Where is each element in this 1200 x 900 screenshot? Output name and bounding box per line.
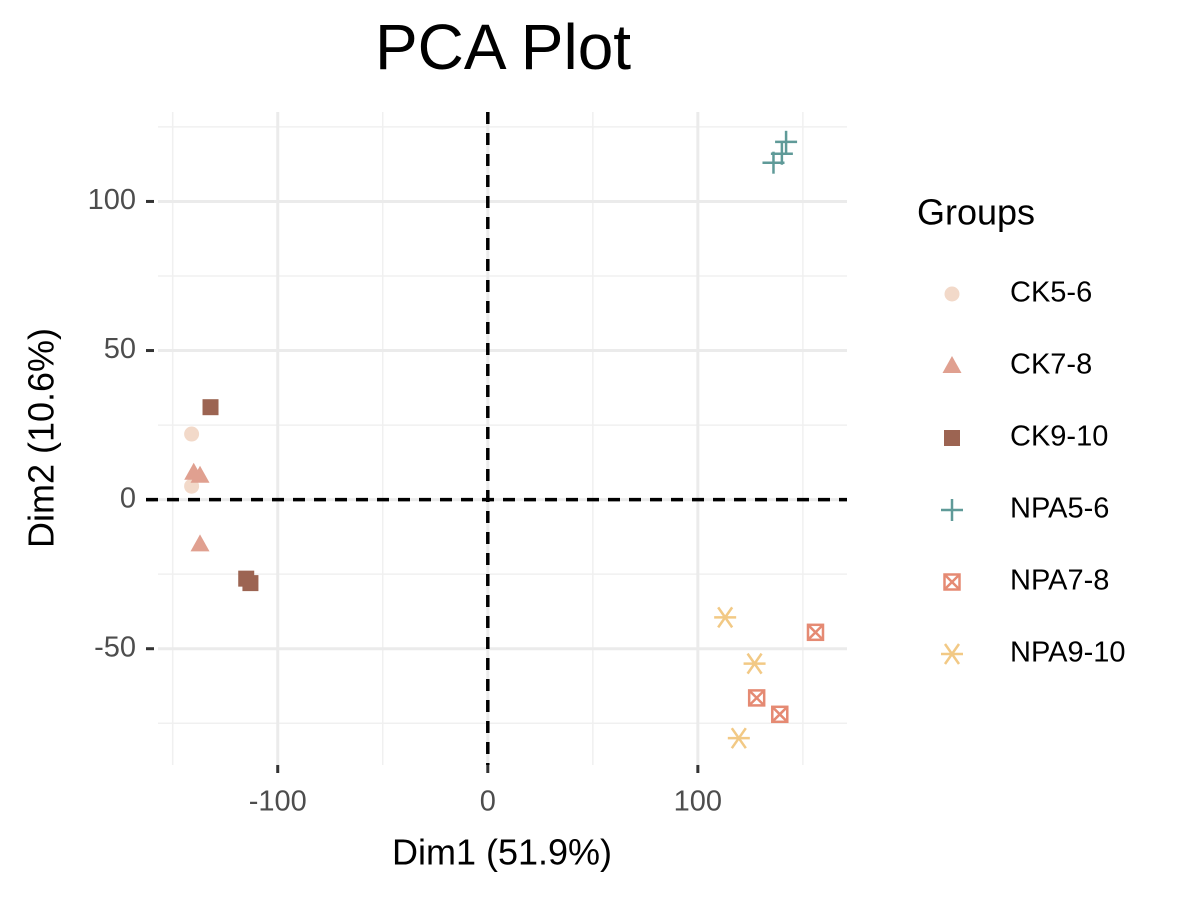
point-part	[942, 356, 962, 373]
point-part	[717, 606, 734, 629]
point	[190, 534, 210, 552]
legend-symbol	[943, 573, 961, 591]
point	[775, 130, 798, 153]
series	[184, 426, 200, 494]
legend-label: NPA9-10	[1010, 637, 1126, 669]
legend-label: NPA7-8	[1010, 565, 1109, 597]
point-part	[806, 623, 825, 642]
point	[771, 705, 789, 724]
series	[762, 130, 798, 174]
point-part	[184, 426, 200, 442]
point	[762, 151, 785, 174]
x-tick-label: 0	[480, 786, 496, 818]
legend-symbol	[942, 356, 962, 373]
x-tick-label: -100	[249, 786, 307, 818]
series	[202, 399, 259, 592]
y-tick-label: 0	[120, 482, 136, 514]
legend-label: CK5-6	[1010, 277, 1092, 309]
point	[242, 575, 259, 592]
point-part	[771, 705, 789, 723]
point	[743, 652, 766, 675]
point	[747, 689, 766, 707]
legend-symbol	[941, 499, 963, 521]
y-tick-label: 100	[88, 184, 136, 216]
point	[184, 426, 200, 442]
grid	[158, 112, 847, 765]
point-part	[202, 399, 219, 416]
y-tick-label: -50	[94, 631, 136, 663]
point-part	[943, 643, 961, 665]
legend-symbol	[941, 643, 963, 665]
legend-label: CK9-10	[1010, 421, 1108, 453]
legend-title: Groups	[917, 192, 1035, 233]
legend-symbol	[944, 430, 960, 446]
y-tick-label: 50	[104, 333, 136, 365]
series	[184, 462, 210, 552]
point-part	[190, 465, 210, 483]
point-part	[190, 534, 210, 552]
point	[727, 727, 750, 749]
series	[714, 606, 766, 749]
point-part	[748, 689, 766, 707]
point-part	[730, 727, 747, 749]
x-axis-label: Dim1 (51.9%)	[392, 832, 612, 873]
y-axis-label: Dim2 (10.6%)	[21, 328, 62, 548]
legend-label: NPA5-6	[1010, 493, 1109, 525]
point-part	[242, 575, 259, 592]
series	[747, 623, 825, 724]
point	[202, 399, 219, 416]
point-part	[771, 705, 789, 724]
x-tick-label: 100	[674, 786, 722, 818]
point-part	[943, 573, 961, 591]
legend-symbol	[944, 286, 960, 302]
point-part	[747, 689, 766, 707]
point	[714, 606, 737, 629]
point-part	[807, 623, 824, 641]
legend-label: CK7-8	[1010, 349, 1092, 381]
point-part	[944, 430, 960, 446]
point	[190, 465, 210, 483]
point	[806, 623, 825, 642]
chart-title: PCA Plot	[375, 11, 631, 83]
point-part	[746, 652, 763, 675]
point-part	[943, 573, 961, 591]
point-part	[944, 286, 960, 302]
